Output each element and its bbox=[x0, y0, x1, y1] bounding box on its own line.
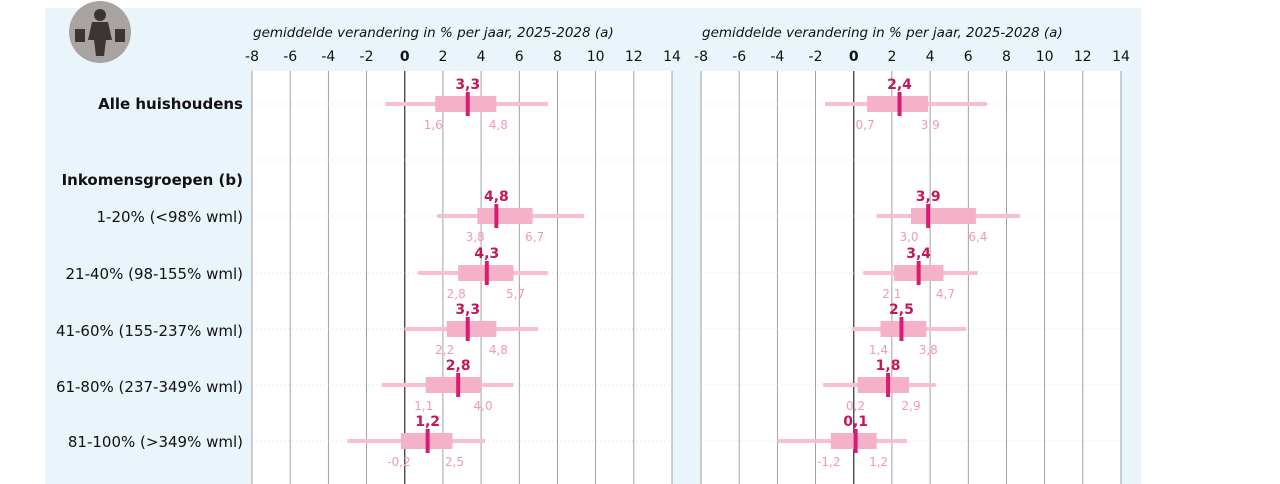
panel-left-median-marker bbox=[456, 373, 461, 397]
panel-right-tick-label: 10 bbox=[1036, 49, 1054, 65]
panel-right-tick-label: 6 bbox=[964, 49, 973, 65]
panel-left-q1-label: 2,2 bbox=[435, 343, 454, 357]
panel-left-tick-label: 14 bbox=[663, 49, 681, 65]
panel-left-median-label: 4,3 bbox=[474, 246, 499, 262]
panel-left-median-label: 1,2 bbox=[415, 414, 440, 430]
panel-right-tick-label: -4 bbox=[770, 49, 784, 65]
row-label-21-40: 21-40% (98-155% wml) bbox=[65, 265, 243, 283]
panel-right-median-marker bbox=[916, 261, 921, 285]
panel-right-tick-label: 4 bbox=[926, 49, 935, 65]
panel-left-q3-label: 6,7 bbox=[525, 230, 544, 244]
panel-right-median-marker bbox=[926, 204, 931, 228]
panel-right-median-label: 0,1 bbox=[843, 414, 868, 430]
panel-right-q3-label: 4,7 bbox=[936, 287, 955, 301]
panel-left-median-label: 3,3 bbox=[455, 302, 480, 318]
panel-right-tick-label: -8 bbox=[694, 49, 708, 65]
row-label-81-100: 81-100% (>349% wml) bbox=[68, 433, 243, 451]
panel-right-median-marker bbox=[899, 317, 904, 341]
panel-left-iqr-box bbox=[477, 208, 533, 224]
panel-right-q3-label: 6,4 bbox=[968, 230, 987, 244]
panel-right-median-marker bbox=[853, 429, 858, 453]
panel-left-tick-label: 10 bbox=[587, 49, 605, 65]
panel-right-median-label: 1,8 bbox=[876, 358, 901, 374]
panel-right-q3-label: 3,9 bbox=[921, 118, 940, 132]
row-label-1-20: 1-20% (<98% wml) bbox=[97, 208, 244, 226]
panel-right-median-label: 2,5 bbox=[889, 302, 914, 318]
panel-left-axis-title: gemiddelde verandering in % per jaar, 20… bbox=[253, 25, 614, 41]
panel-right-q1-label: 3,0 bbox=[899, 230, 918, 244]
panel-left-q1-label: -0,2 bbox=[387, 455, 410, 469]
panel-right-q1-label: 0,2 bbox=[846, 399, 865, 413]
panel-right-tick-label: 14 bbox=[1112, 49, 1130, 65]
panel-left-median-marker bbox=[465, 92, 470, 116]
panel-right-median-marker bbox=[886, 373, 891, 397]
row-label-inkomensgroepen: Inkomensgroepen (b) bbox=[62, 171, 243, 189]
panel-left-tick-label: 0 bbox=[400, 49, 410, 65]
panel-right-q1-label: 2,1 bbox=[882, 287, 901, 301]
panel-right-iqr-box bbox=[857, 377, 910, 393]
panel-right-median-label: 2,4 bbox=[887, 77, 912, 93]
panel-left-median-marker bbox=[484, 261, 489, 285]
household-icon bbox=[69, 1, 131, 63]
panel-left-q3-label: 5,7 bbox=[506, 287, 525, 301]
panel-left-tick-label: 8 bbox=[553, 49, 562, 65]
panel-right-tick-label: 8 bbox=[1002, 49, 1011, 65]
panel-left: gemiddelde verandering in % per jaar, 20… bbox=[245, 25, 681, 484]
panel-right-median-label: 3,9 bbox=[916, 189, 941, 205]
panel-right-q1-label: -1,2 bbox=[817, 455, 840, 469]
panel-left-tick-label: -4 bbox=[321, 49, 335, 65]
panel-left-tick-label: 2 bbox=[438, 49, 447, 65]
panel-right-q3-label: 3,8 bbox=[919, 343, 938, 357]
panel-left-tick-label: 6 bbox=[515, 49, 524, 65]
row-labels: Alle huishoudens Inkomensgroepen (b) 1-2… bbox=[56, 95, 243, 451]
panel-left-tick-label: -2 bbox=[360, 49, 374, 65]
panel-left-median-label: 3,3 bbox=[455, 77, 480, 93]
panel-right-tick-label: -6 bbox=[732, 49, 746, 65]
panel-left-q3-label: 4,8 bbox=[489, 343, 508, 357]
panel-left-iqr-box bbox=[446, 321, 497, 337]
panel-left-q1-label: 1,6 bbox=[424, 118, 443, 132]
row-label-61-80: 61-80% (237-349% wml) bbox=[56, 378, 243, 396]
panel-right-tick-label: 0 bbox=[849, 49, 859, 65]
panel-left-q3-label: 4,8 bbox=[489, 118, 508, 132]
panel-left-q3-label: 2,5 bbox=[445, 455, 464, 469]
panel-left-tick-label: 12 bbox=[625, 49, 643, 65]
panel-left-q1-label: 3,8 bbox=[466, 230, 485, 244]
panel-left-q3-label: 4,0 bbox=[474, 399, 493, 413]
panel-left-iqr-box bbox=[425, 377, 482, 393]
panel-left-median-marker bbox=[425, 429, 430, 453]
panel-right-tick-label: 12 bbox=[1074, 49, 1092, 65]
panel-left-tick-label: -6 bbox=[283, 49, 297, 65]
row-label-41-60: 41-60% (155-237% wml) bbox=[56, 322, 243, 340]
panel-left-median-label: 2,8 bbox=[446, 358, 471, 374]
panel-right-median-label: 3,4 bbox=[906, 246, 931, 262]
panel-right-tick-label: -2 bbox=[809, 49, 823, 65]
panel-left-q1-label: 2,8 bbox=[447, 287, 466, 301]
panel-left-q1-label: 1,1 bbox=[414, 399, 433, 413]
panel-right-q1-label: 0,7 bbox=[856, 118, 875, 132]
panel-right-axis-title: gemiddelde verandering in % per jaar, 20… bbox=[702, 25, 1063, 41]
panel-right-q1-label: 1,4 bbox=[869, 343, 888, 357]
panel-right-q3-label: 2,9 bbox=[902, 399, 921, 413]
panel-right-iqr-box bbox=[911, 208, 976, 224]
panel-left-median-marker bbox=[465, 317, 470, 341]
panel-left-median-label: 4,8 bbox=[484, 189, 509, 205]
panel-right-tick-label: 2 bbox=[887, 49, 896, 65]
panel-left-tick-label: 4 bbox=[477, 49, 486, 65]
panel-right-q3-label: 1,2 bbox=[869, 455, 888, 469]
panel-left-tick-label: -8 bbox=[245, 49, 259, 65]
panel-left-median-marker bbox=[494, 204, 499, 228]
panel-right: gemiddelde verandering in % per jaar, 20… bbox=[694, 25, 1130, 484]
row-label-alle-huishoudens: Alle huishoudens bbox=[98, 95, 243, 113]
panel-right-median-marker bbox=[897, 92, 902, 116]
